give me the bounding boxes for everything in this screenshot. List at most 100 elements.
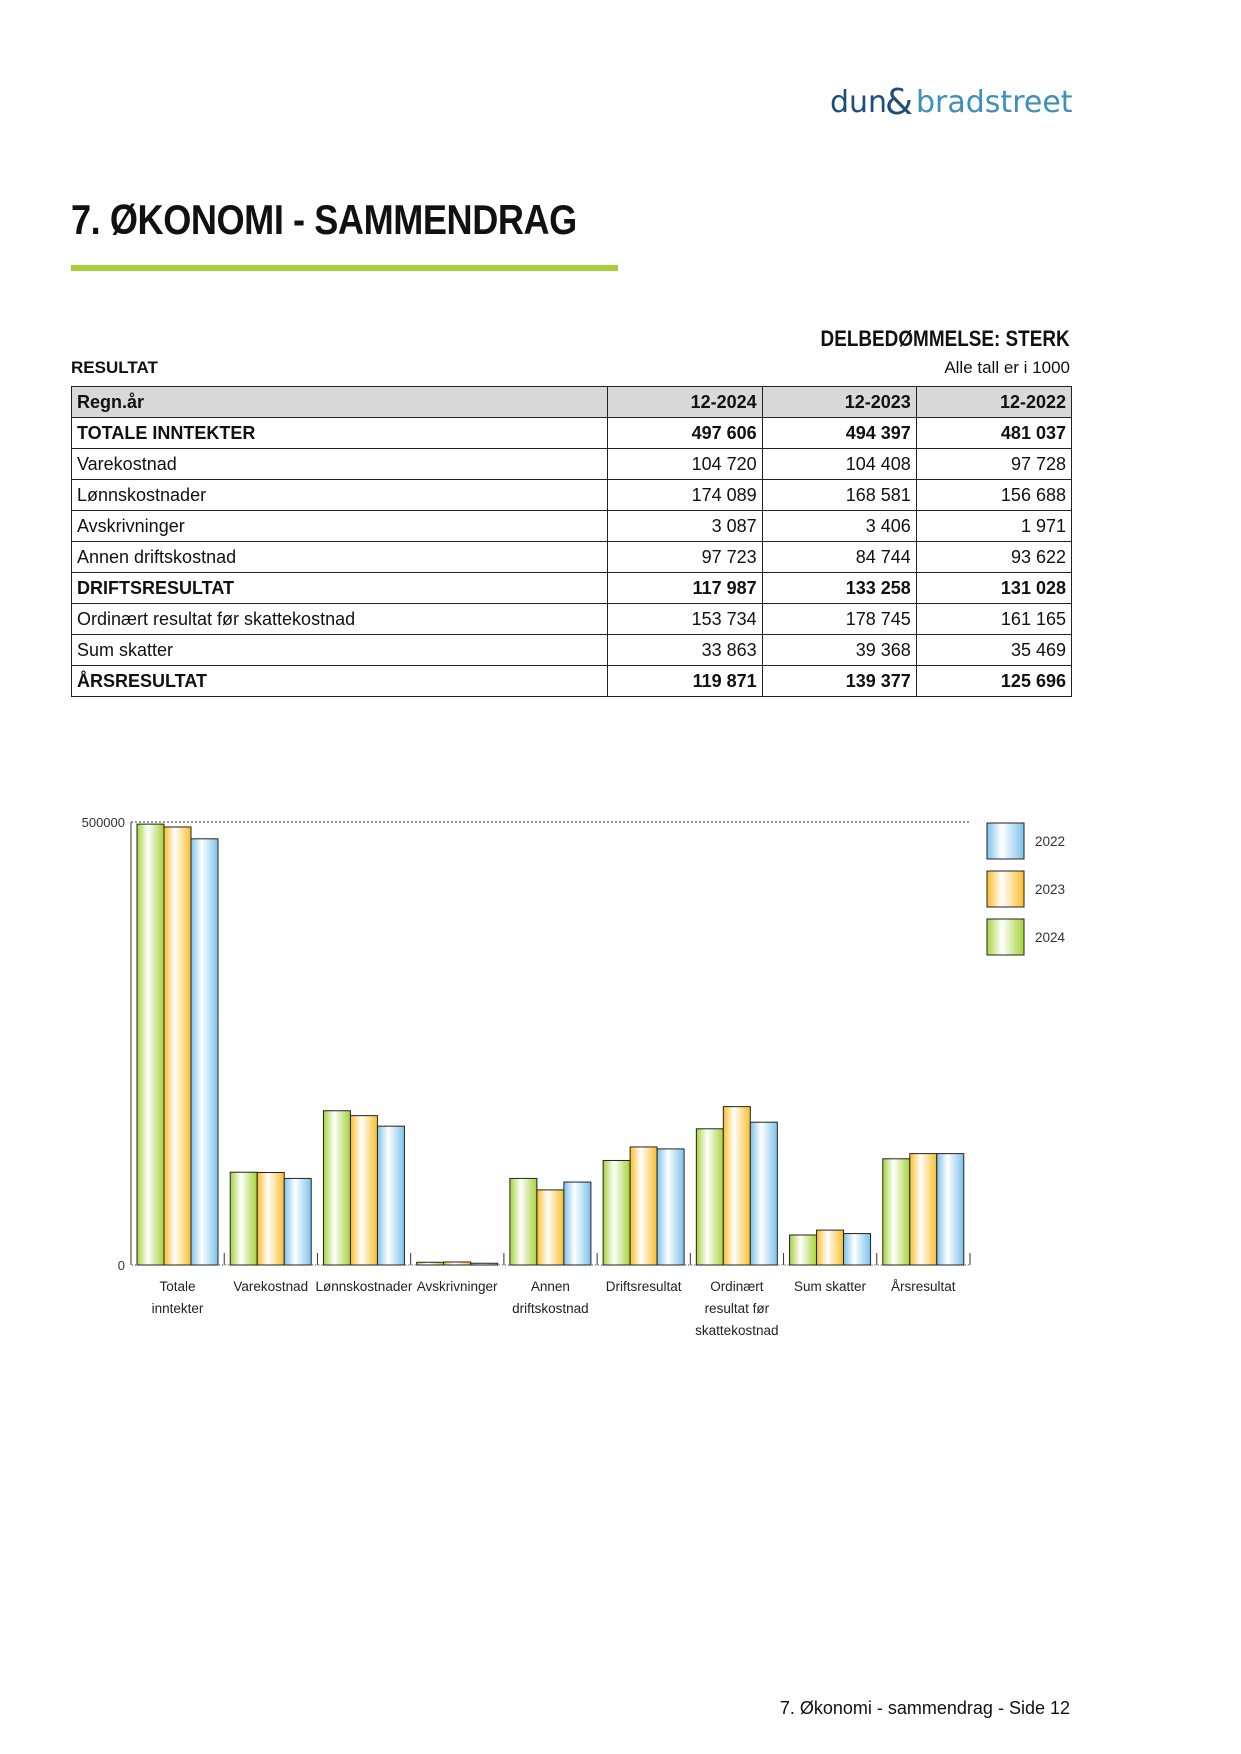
- bar-2024: [602, 1159, 631, 1266]
- x-category-label: Annen: [531, 1279, 570, 1294]
- row-label: DRIFTSRESULTAT: [71, 572, 608, 604]
- x-category-label: Sum skatter: [794, 1279, 867, 1294]
- table-row: Sum skatter 33 863 39 368 35 469: [71, 634, 1073, 666]
- header-cell: 12-2022: [915, 386, 1073, 418]
- bar-2022: [190, 838, 219, 1266]
- value-cell: 481 037: [915, 417, 1073, 449]
- x-category-label: Varekostnad: [233, 1279, 308, 1294]
- legend-swatch: [986, 918, 1025, 956]
- value-cell: 3 087: [606, 510, 763, 542]
- bar-2023: [722, 1106, 751, 1266]
- bar-2022: [843, 1233, 872, 1266]
- rating-heading: DELBEDØMMELSE: STERK: [820, 326, 1070, 351]
- value-cell: 1 971: [915, 510, 1073, 542]
- value-cell: 104 408: [761, 448, 917, 480]
- bar-2024: [416, 1261, 445, 1266]
- value-cell: 131 028: [915, 572, 1073, 604]
- legend-label: 2023: [1035, 882, 1065, 897]
- row-label: Annen driftskostnad: [71, 541, 608, 573]
- bar-chart: 0 500000 Totale inntekter Varekostnad Lønnsko…: [82, 815, 1066, 1338]
- x-category-label: Driftsresultat: [606, 1279, 682, 1294]
- bar-2022: [283, 1177, 312, 1266]
- table-row: Varekostnad 104 720 104 408 97 728: [71, 448, 1073, 480]
- legend-label: 2024: [1035, 930, 1066, 945]
- row-label: TOTALE INNTEKTER: [71, 417, 608, 449]
- legend-swatch: [986, 822, 1025, 860]
- bar-2022: [936, 1153, 965, 1266]
- value-cell: 119 871: [606, 665, 763, 697]
- legend-label: 2022: [1035, 834, 1065, 849]
- value-cell: 161 165: [915, 603, 1073, 635]
- value-cell: 97 723: [606, 541, 763, 573]
- value-cell: 125 696: [915, 665, 1073, 697]
- logo-ampersand: &: [885, 82, 913, 123]
- x-category-label: Ordinært: [710, 1279, 764, 1294]
- title-underline: [71, 265, 618, 271]
- value-cell: 497 606: [606, 417, 763, 449]
- x-category-label: resultat før: [705, 1301, 770, 1316]
- dun-bradstreet-logo: dun & bradstreet: [830, 80, 1075, 125]
- x-category-label: Totale: [159, 1279, 195, 1294]
- y-tick-label: 0: [118, 1258, 125, 1273]
- bar-2023: [443, 1261, 472, 1266]
- y-tick-label: 500000: [82, 815, 125, 830]
- header-cell: Regn.år: [71, 386, 608, 418]
- value-cell: 178 745: [761, 603, 917, 635]
- row-label: Sum skatter: [71, 634, 608, 666]
- x-category-label: Årsresultat: [891, 1279, 956, 1294]
- bar-2022: [470, 1262, 499, 1266]
- bar-2024: [136, 823, 165, 1266]
- bar-2023: [816, 1229, 845, 1266]
- value-cell: 3 406: [761, 510, 917, 542]
- bar-2024: [322, 1110, 351, 1266]
- value-cell: 156 688: [915, 479, 1073, 511]
- bar-2024: [695, 1128, 724, 1266]
- value-cell: 84 744: [761, 541, 917, 573]
- bar-2023: [256, 1171, 285, 1266]
- bar-2023: [536, 1189, 565, 1266]
- value-cell: 494 397: [761, 417, 917, 449]
- bar-2024: [509, 1177, 538, 1266]
- table-row: Avskrivninger 3 087 3 406 1 971: [71, 510, 1073, 542]
- value-cell: 97 728: [915, 448, 1073, 480]
- table-row: Ordinært resultat før skattekostnad 153 7…: [71, 603, 1073, 635]
- x-category-label: driftskostnad: [512, 1301, 589, 1316]
- table-row: Annen driftskostnad 97 723 84 744 93 622: [71, 541, 1073, 573]
- value-cell: 133 258: [761, 572, 917, 604]
- header-cell: 12-2023: [761, 386, 917, 418]
- logo-text-left: dun: [830, 85, 887, 120]
- bar-2022: [749, 1121, 778, 1266]
- bar-2023: [163, 826, 192, 1266]
- x-category-label: skattekostnad: [695, 1323, 778, 1338]
- table-row: ÅRSRESULTAT 119 871 139 377 125 696: [71, 665, 1073, 697]
- header-cell: 12-2024: [606, 386, 763, 418]
- value-cell: 139 377: [761, 665, 917, 697]
- value-cell: 117 987: [606, 572, 763, 604]
- bar-2023: [349, 1115, 378, 1266]
- bar-2022: [656, 1148, 685, 1266]
- x-category-label: Lønnskostnader: [316, 1279, 413, 1294]
- row-label: ÅRSRESULTAT: [71, 665, 608, 697]
- value-cell: 33 863: [606, 634, 763, 666]
- x-category-label: Avskrivninger: [417, 1279, 498, 1294]
- bar-2023: [909, 1153, 938, 1266]
- bar-2024: [882, 1158, 911, 1266]
- bar-2024: [229, 1171, 258, 1266]
- bar-2024: [789, 1234, 818, 1266]
- bar-2022: [563, 1181, 592, 1266]
- section-label: RESULTAT: [71, 358, 158, 377]
- bar-2023: [629, 1146, 658, 1266]
- table-header-row: Regn.år 12-2024 12-2023 12-2022: [71, 386, 1073, 418]
- unit-note: Alle tall er i 1000: [944, 358, 1070, 377]
- value-cell: 168 581: [761, 479, 917, 511]
- row-label: Lønnskostnader: [71, 479, 608, 511]
- table-row: DRIFTSRESULTAT 117 987 133 258 131 028: [71, 572, 1073, 604]
- page-footer: 7. Økonomi - sammendrag - Side 12: [779, 1698, 1070, 1718]
- value-cell: 153 734: [606, 603, 763, 635]
- value-cell: 39 368: [761, 634, 917, 666]
- logo-text-right: bradstreet: [916, 85, 1073, 120]
- table-row: TOTALE INNTEKTER 497 606 494 397 481 037: [71, 417, 1073, 449]
- x-category-label: inntekter: [152, 1301, 204, 1316]
- table-row: Lønnskostnader 174 089 168 581 156 688: [71, 479, 1073, 511]
- row-label: Avskrivninger: [71, 510, 608, 542]
